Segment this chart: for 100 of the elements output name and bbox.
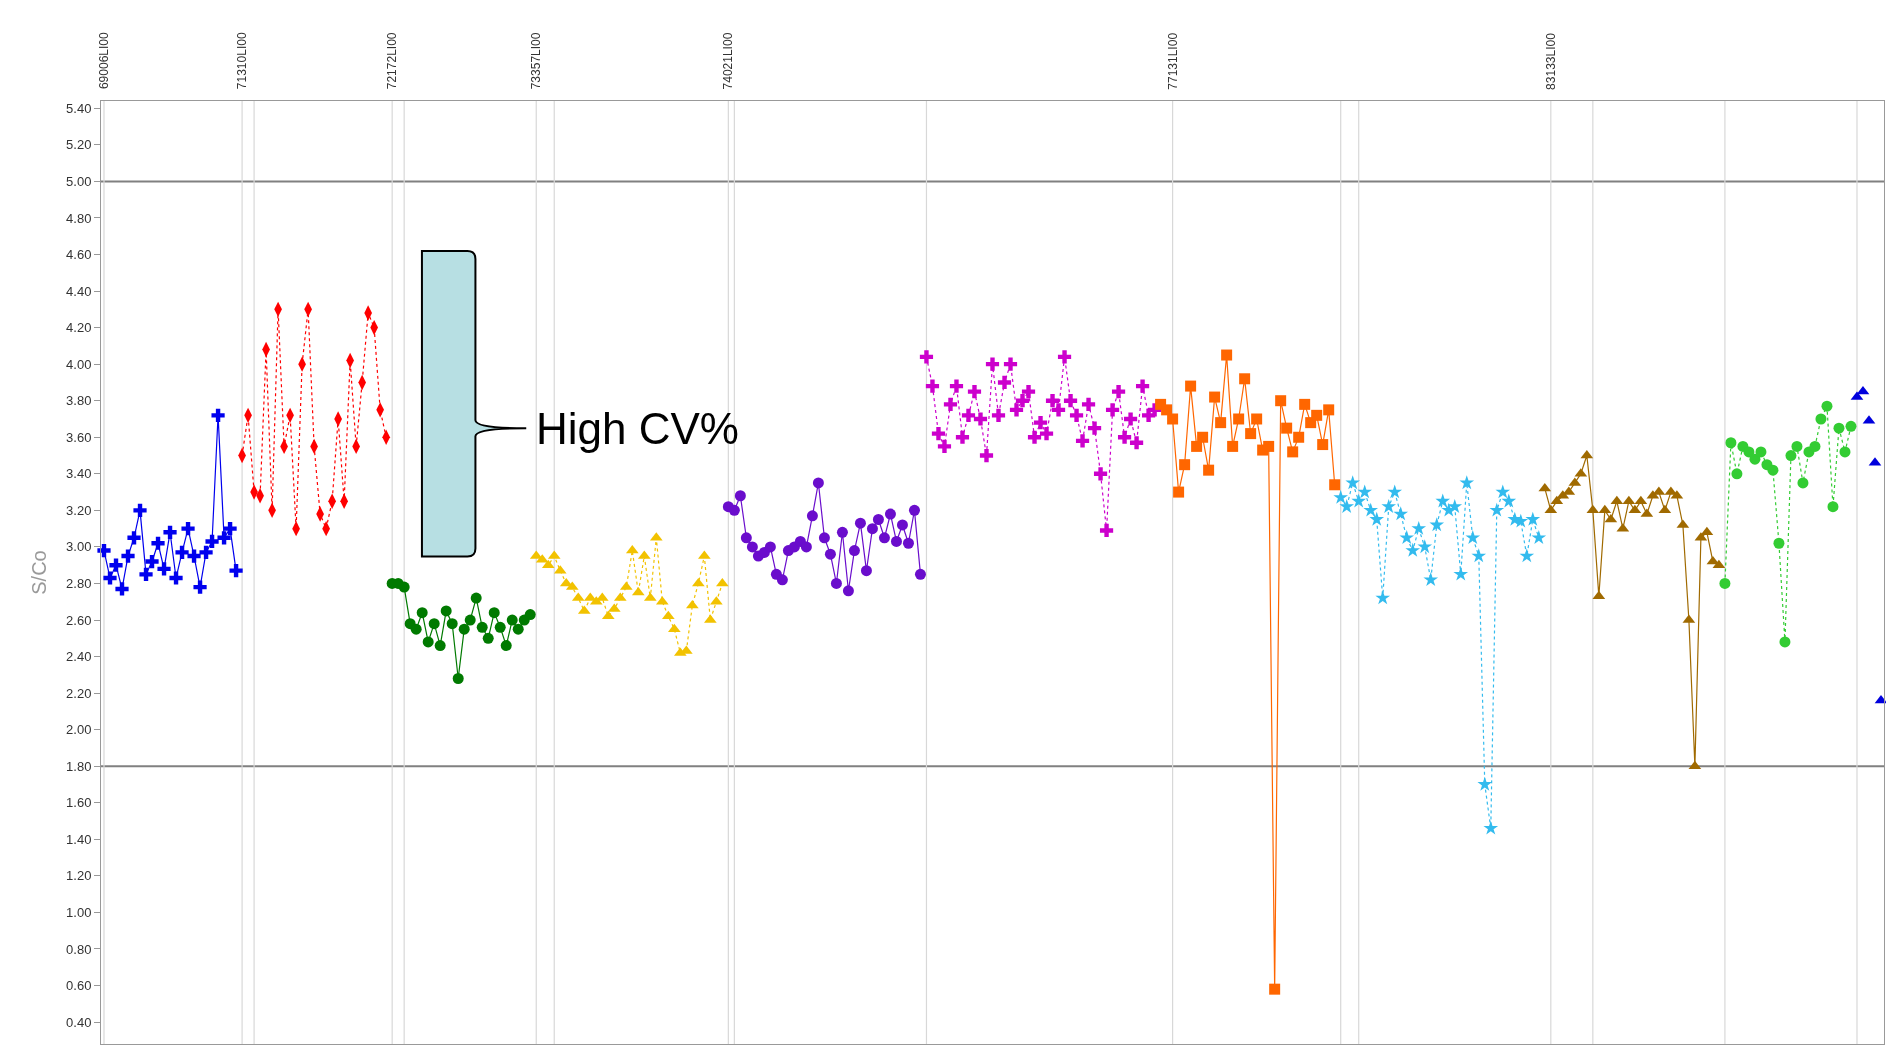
point xyxy=(458,623,470,635)
point xyxy=(1135,379,1150,393)
point xyxy=(500,640,512,652)
point xyxy=(1069,408,1084,422)
point xyxy=(1221,349,1233,361)
point xyxy=(1063,394,1078,408)
y-tick-label: 3.60 xyxy=(66,429,92,445)
point xyxy=(1287,446,1299,458)
point xyxy=(494,621,506,633)
point xyxy=(1489,502,1505,517)
point xyxy=(1027,430,1042,444)
text: 72172LI00 xyxy=(385,32,400,90)
point xyxy=(961,408,976,422)
point xyxy=(842,585,854,597)
point xyxy=(1117,430,1132,444)
point xyxy=(1281,422,1293,434)
point xyxy=(1381,499,1397,513)
y-tick-label: 1.20 xyxy=(66,868,92,884)
point xyxy=(866,523,878,535)
point xyxy=(416,607,428,619)
point xyxy=(1387,484,1403,499)
point xyxy=(1129,436,1144,450)
point xyxy=(979,448,994,463)
point xyxy=(1299,398,1311,410)
point xyxy=(97,543,111,558)
y-tick-label: 5.00 xyxy=(66,173,92,189)
point xyxy=(1075,434,1090,448)
point xyxy=(1185,380,1197,392)
text: 69006LI00 xyxy=(96,32,111,90)
point xyxy=(860,565,872,577)
text: 71310LI00 xyxy=(235,32,250,90)
point xyxy=(872,514,884,525)
point xyxy=(1215,417,1227,429)
text: 77131LI00 xyxy=(1165,32,1180,90)
point xyxy=(115,582,129,596)
y-tick-label: 4.40 xyxy=(66,283,92,299)
point xyxy=(691,577,705,587)
point xyxy=(997,375,1012,390)
point xyxy=(1628,504,1642,514)
point xyxy=(1495,484,1511,499)
point xyxy=(205,534,219,549)
point xyxy=(229,564,243,578)
point xyxy=(848,545,860,557)
y-tick-label: 0.80 xyxy=(66,941,92,957)
point xyxy=(1465,530,1481,545)
point xyxy=(1167,413,1179,425)
point xyxy=(1423,572,1439,587)
point xyxy=(482,632,494,644)
point xyxy=(1519,548,1535,563)
point xyxy=(1393,506,1409,521)
point xyxy=(151,536,165,550)
point xyxy=(422,636,434,648)
point xyxy=(1375,590,1391,605)
point xyxy=(967,384,982,399)
point xyxy=(1093,467,1108,481)
point xyxy=(181,522,195,536)
y-tick-label: 4.00 xyxy=(66,356,92,372)
point xyxy=(919,350,934,364)
point xyxy=(169,571,183,585)
point xyxy=(1531,530,1547,545)
point xyxy=(908,504,920,516)
point xyxy=(734,490,746,502)
y-tick-label: 2.20 xyxy=(66,685,92,701)
point xyxy=(716,577,729,587)
point xyxy=(1598,504,1612,514)
point xyxy=(1351,493,1367,508)
point xyxy=(1357,484,1373,499)
point xyxy=(937,439,952,453)
point xyxy=(1051,403,1066,417)
point xyxy=(1417,539,1433,554)
point xyxy=(223,522,237,536)
point xyxy=(470,592,482,604)
point xyxy=(1874,694,1886,704)
point xyxy=(139,567,153,581)
point xyxy=(685,599,699,609)
point xyxy=(812,477,824,489)
point xyxy=(728,504,740,516)
point xyxy=(890,535,902,547)
point xyxy=(776,574,788,586)
point xyxy=(1275,395,1287,407)
point xyxy=(175,545,189,559)
point xyxy=(1045,394,1060,408)
point xyxy=(163,525,177,539)
point xyxy=(1197,431,1209,443)
point xyxy=(1323,404,1335,416)
point xyxy=(1021,384,1036,399)
point xyxy=(1369,511,1385,526)
y-tick-label: 0.40 xyxy=(66,1014,92,1030)
point xyxy=(1173,486,1185,498)
point xyxy=(806,510,818,522)
y-tick-label: 3.20 xyxy=(66,502,92,518)
point xyxy=(428,618,440,630)
y-tick-label: 4.20 xyxy=(66,320,92,336)
point xyxy=(764,541,776,553)
point xyxy=(1411,520,1427,535)
point xyxy=(914,568,926,580)
point xyxy=(1203,464,1215,476)
point xyxy=(800,541,812,553)
point xyxy=(187,549,201,563)
y-tick-label: 3.80 xyxy=(66,393,92,409)
